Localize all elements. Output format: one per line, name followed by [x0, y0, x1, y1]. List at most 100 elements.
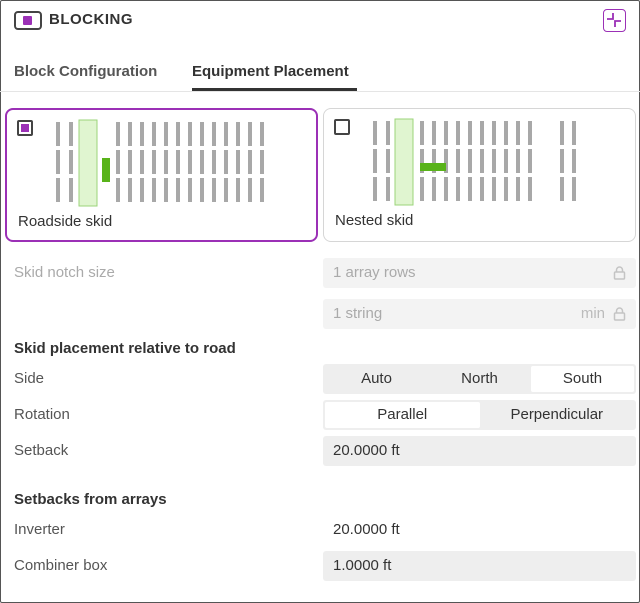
array-row: [560, 177, 564, 201]
array-row: [260, 178, 264, 202]
skid-placement-heading: Skid placement relative to road: [14, 340, 236, 357]
array-row: [248, 122, 252, 146]
array-row: [480, 177, 484, 201]
roadside-skid-checkbox[interactable]: [17, 120, 33, 136]
array-row: [432, 149, 436, 173]
array-row: [386, 149, 390, 173]
roadside-skid-label: Roadside skid: [18, 213, 113, 230]
array-row: [386, 121, 390, 145]
array-row: [260, 150, 264, 174]
skid-notch-rows-field: 1 array rows: [323, 258, 636, 288]
array-row: [140, 178, 144, 202]
collapse-icon[interactable]: [603, 9, 626, 32]
array-row: [572, 177, 576, 201]
array-row: [128, 178, 132, 202]
rotation-option-perpendicular[interactable]: Perpendicular: [510, 406, 604, 423]
array-row: [152, 122, 156, 146]
array-row: [69, 150, 73, 174]
combiner-box-input[interactable]: 1.0000 ft: [323, 551, 636, 581]
array-row: [200, 150, 204, 174]
roadside-skid-illustration: [56, 119, 264, 207]
array-row: [528, 177, 532, 201]
road: [394, 118, 414, 206]
array-row: [572, 149, 576, 173]
array-row: [528, 149, 532, 173]
array-row: [224, 122, 228, 146]
skid-notch-string-field: 1 string min: [323, 299, 636, 329]
array-row: [572, 121, 576, 145]
array-row: [492, 121, 496, 145]
array-row: [432, 121, 436, 145]
array-row: [248, 178, 252, 202]
array-row: [128, 122, 132, 146]
array-row: [444, 177, 448, 201]
array-row: [504, 149, 508, 173]
side-label: Side: [14, 370, 45, 387]
rotation-label: Rotation: [14, 406, 70, 423]
array-row: [480, 149, 484, 173]
array-row: [248, 150, 252, 174]
array-row: [56, 178, 60, 202]
combiner-box-label: Combiner box: [14, 557, 108, 574]
nested-skid-illustration: [373, 118, 576, 206]
array-row: [504, 121, 508, 145]
side-option-south[interactable]: South: [531, 366, 634, 392]
array-row: [560, 149, 564, 173]
array-row: [420, 177, 424, 201]
array-row: [224, 178, 228, 202]
array-row: [176, 150, 180, 174]
panel-header: BLOCKING: [14, 9, 626, 33]
array-row: [56, 122, 60, 146]
array-row: [212, 150, 216, 174]
side-option-auto[interactable]: Auto: [361, 370, 392, 387]
array-row: [200, 122, 204, 146]
lock-icon: [613, 266, 626, 280]
active-tab-indicator: [192, 88, 357, 91]
array-row: [116, 178, 120, 202]
rotation-segmented-control: Parallel Perpendicular: [323, 400, 636, 430]
array-row: [516, 177, 520, 201]
array-row: [560, 121, 564, 145]
setback-input[interactable]: 20.0000 ft: [323, 436, 636, 466]
array-row: [116, 122, 120, 146]
array-row: [373, 177, 377, 201]
skid-notch-rows-value: 1 array rows: [333, 264, 416, 281]
road: [78, 119, 98, 207]
tab-bar: Block Configuration Equipment Placement: [0, 55, 640, 92]
nested-skid-card[interactable]: Nested skid: [323, 108, 636, 242]
lock-icon: [613, 307, 626, 321]
tab-equipment-placement[interactable]: Equipment Placement: [192, 63, 349, 80]
array-row: [444, 121, 448, 145]
array-row: [456, 121, 460, 145]
inverter-label: Inverter: [14, 521, 65, 538]
array-row: [56, 150, 60, 174]
array-row: [260, 122, 264, 146]
array-row: [420, 149, 424, 173]
array-row: [528, 121, 532, 145]
array-row: [492, 149, 496, 173]
roadside-skid-card[interactable]: Roadside skid: [5, 108, 318, 242]
array-row: [188, 150, 192, 174]
panel-toggle-icon[interactable]: [14, 11, 42, 30]
array-row: [164, 178, 168, 202]
side-option-north[interactable]: North: [461, 370, 498, 387]
array-row: [236, 150, 240, 174]
array-row: [164, 122, 168, 146]
array-row: [456, 177, 460, 201]
array-row: [504, 177, 508, 201]
inverter-input[interactable]: 20.0000 ft: [333, 521, 400, 538]
array-row: [200, 178, 204, 202]
nested-skid-checkbox[interactable]: [334, 119, 350, 135]
array-row: [188, 122, 192, 146]
nested-skid-label: Nested skid: [335, 212, 414, 229]
array-row: [212, 178, 216, 202]
array-row: [456, 149, 460, 173]
array-row: [480, 121, 484, 145]
skid-notch-string-unit: min: [580, 305, 605, 322]
rotation-option-parallel[interactable]: Parallel: [325, 402, 480, 428]
array-row: [116, 150, 120, 174]
array-row: [468, 149, 472, 173]
array-row: [140, 150, 144, 174]
tab-block-configuration[interactable]: Block Configuration: [14, 63, 158, 80]
array-row: [164, 150, 168, 174]
